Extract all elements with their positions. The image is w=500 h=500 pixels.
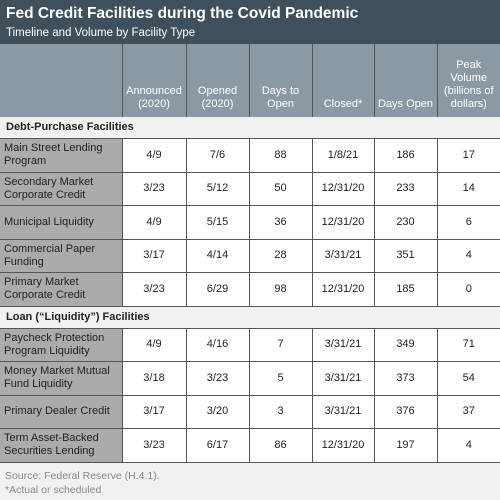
cell: 4/9 [121,138,187,173]
cell: 5/12 [185,171,250,206]
facility-name: Main Street Lending Program [0,138,123,173]
cell: 197 [373,428,438,463]
cell: 28 [248,238,313,273]
cell: 4/9 [121,327,187,362]
cell: 186 [373,138,438,173]
cell: 86 [248,428,313,463]
cell: 3/18 [121,361,187,396]
cell: 185 [373,272,438,307]
footer: Source: Federal Reserve (H.4.1). *Actual… [0,463,500,497]
cell: 17 [436,138,500,173]
row: Municipal Liquidity 4/9 5/15 36 12/31/20 230 6 [0,205,500,240]
cell: 4/9 [121,205,187,240]
cell: 3/31/21 [311,361,375,396]
header: Fed Credit Facilities during the Covid P… [0,0,500,44]
subtitle: Timeline and Volume by Facility Type [6,27,196,39]
cell: 37 [436,394,500,429]
facility-name: Commercial Paper Funding [0,238,123,273]
row: Commercial Paper Funding 3/17 4/14 28 3/31/2… [0,238,500,273]
cell: 3/23 [121,272,187,307]
header-row: Announced (2020) Opened (2020) Days to Ope… [0,44,500,117]
cell: 0 [436,272,500,307]
section-label: Loan (“Liquidity”) Facilities [0,306,500,329]
cell: 3 [248,394,313,429]
column-header: Days to Open [248,44,312,117]
row: Term Asset-Backed Securities Lending 3/23… [0,428,500,463]
cell: 36 [248,205,313,240]
column-header: Announced (2020) [121,44,186,117]
cell: 12/31/20 [311,205,375,240]
cell: 3/23 [185,361,250,396]
note: *Actual or scheduled [5,483,102,496]
column-header: Days Open [373,44,437,117]
cell: 4 [436,428,500,463]
row: Primary Dealer Credit 3/17 3/20 3 3/31/21 376… [0,394,500,429]
cell: 12/31/20 [311,428,375,463]
section-row: Debt-Purchase Facilities [0,117,500,139]
cell: 14 [436,171,500,206]
cell: 54 [436,361,500,396]
cell: 6/29 [185,272,250,307]
cell: 4 [436,238,500,273]
cell: 3/17 [121,238,187,273]
cell: 351 [373,238,438,273]
row: Main Street Lending Program 4/9 7/6 88 1/8/2… [0,138,500,173]
cell: 12/31/20 [311,171,375,206]
section-label: Debt-Purchase Facilities [0,117,500,139]
row: Money Market Mutual Fund Liquidity 3/18 3/… [0,361,500,396]
cell: 50 [248,171,313,206]
facility-name: Money Market Mutual Fund Liquidity [0,361,123,396]
cell: 376 [373,394,438,429]
cell: 3/31/21 [311,238,375,273]
facility-name: Municipal Liquidity [0,205,123,240]
title: Fed Credit Facilities during the Covid P… [6,5,359,22]
cell: 3/23 [121,428,187,463]
header-cell [0,44,122,117]
cell: 349 [373,327,438,362]
cell: 6/17 [185,428,250,463]
cell: 3/31/21 [311,327,375,362]
column-header: Closed* [311,44,374,117]
cell: 7 [248,327,313,362]
cell: 98 [248,272,313,307]
cell: 3/31/21 [311,394,375,429]
cell: 4/16 [185,327,250,362]
cell: 71 [436,327,500,362]
cell: 3/17 [121,394,187,429]
column-header: Peak Volume (billions of dollars) [436,44,500,117]
facility-name: Primary Dealer Credit [0,394,123,429]
cell: 3/20 [185,394,250,429]
facility-name: Secondary Market Corporate Credit [0,171,123,206]
cell: 230 [373,205,438,240]
cell: 373 [373,361,438,396]
row: Primary Market Corporate Credit 3/23 6/29 9… [0,272,500,307]
cell: 4/14 [185,238,250,273]
cell: 6 [436,205,500,240]
cell: 12/31/20 [311,272,375,307]
table-body: Debt-Purchase Facilities Main Street Lend… [0,117,500,463]
cell: 233 [373,171,438,206]
row: Paycheck Protection Program Liquidity 4/9… [0,327,500,362]
row: Secondary Market Corporate Credit 3/23 5/1… [0,171,500,206]
table: Announced (2020) Opened (2020) Days to Ope… [0,44,500,463]
cell: 1/8/21 [311,138,375,173]
cell: 5/15 [185,205,250,240]
cell: 5 [248,361,313,396]
cell: 3/23 [121,171,187,206]
cell: 7/6 [185,138,250,173]
section-row: Loan (“Liquidity”) Facilities [0,306,500,329]
cell: 88 [248,138,313,173]
facility-name: Primary Market Corporate Credit [0,272,123,307]
facility-name: Paycheck Protection Program Liquidity [0,327,123,362]
facility-name: Term Asset-Backed Securities Lending [0,428,123,463]
source: Source: Federal Reserve (H.4.1). [5,469,160,482]
column-header: Opened (2020) [185,44,249,117]
